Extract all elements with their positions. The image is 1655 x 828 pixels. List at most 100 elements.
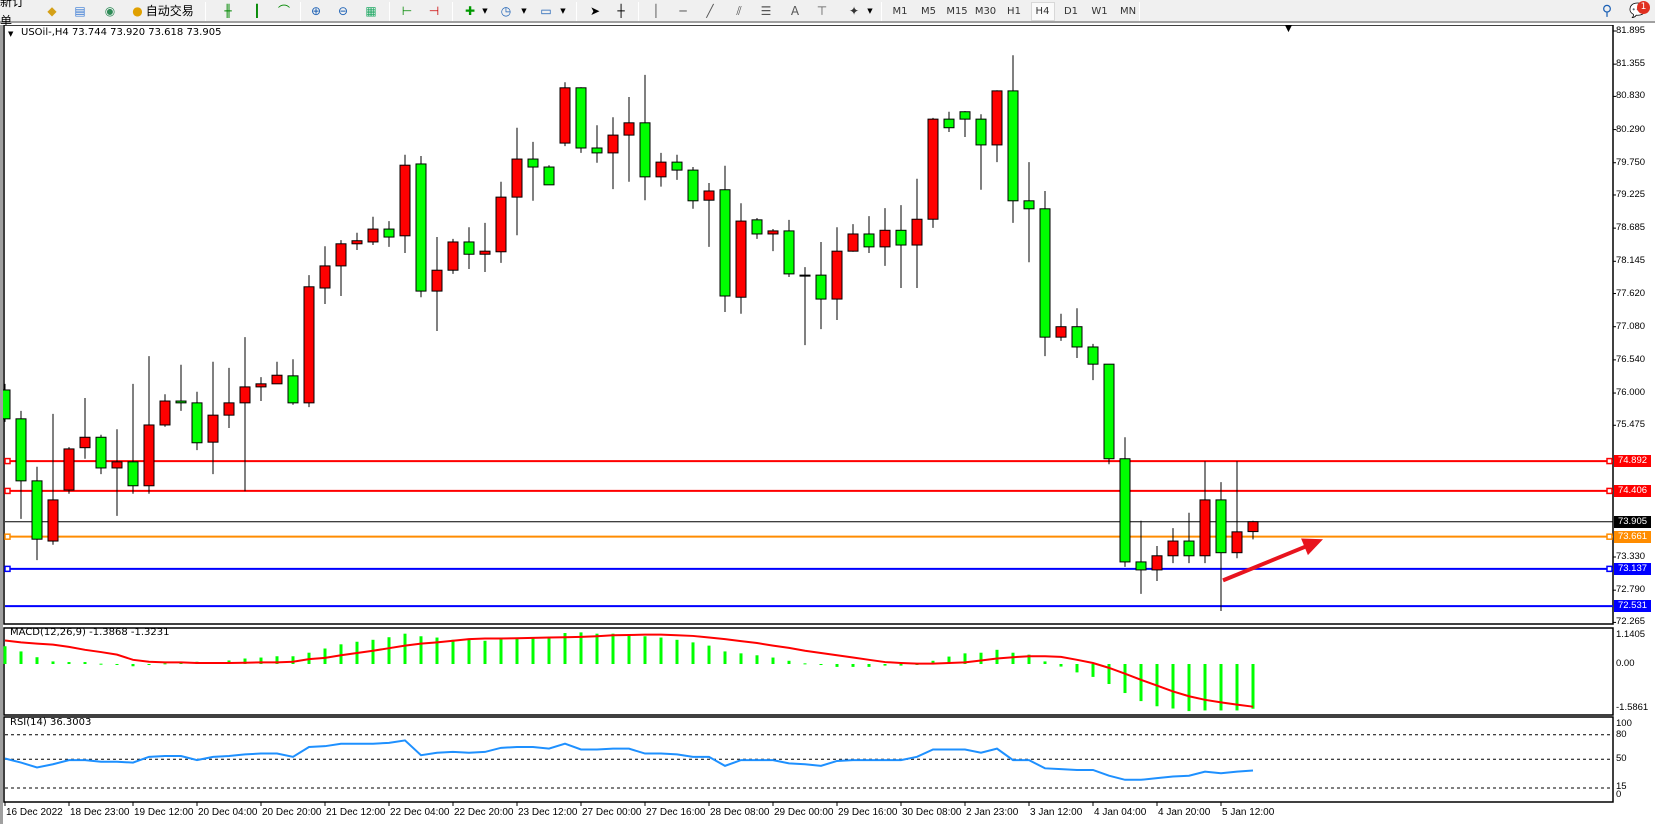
bear-candle[interactable] — [863, 233, 875, 248]
bull-candle[interactable] — [63, 448, 75, 491]
chevron-down-icon[interactable]: ▼ — [560, 7, 566, 15]
bear-candle[interactable] — [15, 418, 27, 482]
bar-chart-icon[interactable]: ╫ — [224, 4, 232, 18]
bull-candle[interactable] — [927, 118, 939, 220]
bear-candle[interactable] — [463, 241, 475, 255]
bear-candle[interactable] — [543, 166, 555, 186]
bear-candle[interactable] — [959, 111, 971, 120]
bull-candle[interactable] — [1167, 540, 1179, 557]
level-handle[interactable] — [4, 487, 11, 495]
bear-candle[interactable] — [175, 400, 187, 404]
timeframe-mn[interactable]: MN — [1119, 6, 1137, 17]
search-icon[interactable]: ⚲ — [1601, 3, 1613, 19]
bull-candle[interactable] — [655, 161, 667, 178]
bear-candle[interactable] — [1119, 458, 1131, 563]
chart-window[interactable]: USOil-,H4 73.744 73.920 73.618 73.905 ▼ … — [0, 24, 1655, 824]
bear-candle[interactable] — [751, 219, 763, 235]
bull-candle[interactable] — [607, 134, 619, 154]
level-handle[interactable] — [4, 565, 11, 573]
bear-candle[interactable] — [0, 389, 11, 420]
bull-candle[interactable] — [223, 402, 235, 416]
bear-candle[interactable] — [287, 375, 299, 404]
bull-candle[interactable] — [335, 243, 347, 267]
vertical-line-icon[interactable]: │ — [652, 4, 660, 18]
bull-candle[interactable] — [367, 228, 379, 243]
bear-candle[interactable] — [1103, 363, 1115, 460]
bear-candle[interactable] — [975, 118, 987, 146]
bear-candle[interactable] — [1023, 200, 1035, 210]
level-handle[interactable] — [1606, 487, 1613, 495]
bull-candle[interactable] — [47, 499, 59, 542]
bear-candle[interactable] — [127, 461, 139, 487]
bear-candle[interactable] — [639, 122, 651, 178]
text-label-icon[interactable]: ⊤ — [816, 4, 828, 18]
chart-shift-icon[interactable]: ⊢ — [401, 4, 413, 18]
server-icon[interactable]: ▤ — [74, 4, 86, 18]
zoom-in-icon[interactable]: ⊕ — [310, 4, 322, 18]
timeframe-m30[interactable]: M30 — [974, 6, 997, 17]
chart-canvas[interactable] — [0, 24, 1655, 824]
bear-candle[interactable] — [895, 229, 907, 246]
bear-candle[interactable] — [1135, 561, 1147, 571]
bull-candle[interactable] — [799, 274, 811, 277]
level-handle[interactable] — [4, 533, 11, 540]
bull-candle[interactable] — [239, 386, 251, 404]
bull-candle[interactable] — [847, 233, 859, 252]
chevron-down-icon[interactable]: ▼ — [482, 7, 488, 15]
bull-candle[interactable] — [303, 286, 315, 404]
signal-icon[interactable]: ◉ — [104, 4, 116, 18]
bull-candle[interactable] — [559, 87, 571, 144]
bull-candle[interactable] — [735, 220, 747, 298]
tile-windows-icon[interactable]: ▦ — [365, 4, 377, 18]
autoscroll-icon[interactable]: ⊣ — [428, 4, 440, 18]
fibonacci-icon[interactable]: ☰ — [760, 4, 772, 18]
bear-candle[interactable] — [575, 87, 587, 149]
bull-candle[interactable] — [111, 461, 123, 469]
bull-candle[interactable] — [399, 164, 411, 237]
trend-arrow-head-icon[interactable] — [1301, 538, 1323, 556]
timeframe-h4[interactable]: H4 — [1030, 2, 1055, 21]
book-icon[interactable]: ◆ — [47, 4, 57, 18]
zoom-out-icon[interactable]: ⊖ — [337, 4, 349, 18]
bull-candle[interactable] — [1151, 555, 1163, 571]
bear-candle[interactable] — [1007, 90, 1019, 202]
horizontal-line-icon[interactable]: ─ — [679, 4, 687, 18]
timeframe-m5[interactable]: M5 — [921, 6, 936, 17]
bear-candle[interactable] — [1087, 346, 1099, 365]
candlestick-icon[interactable]: ┃ — [253, 4, 261, 18]
bear-candle[interactable] — [1215, 499, 1227, 554]
level-handle[interactable] — [1606, 457, 1613, 465]
bear-candle[interactable] — [719, 189, 731, 297]
chevron-down-icon[interactable]: ▼ — [867, 7, 873, 15]
bear-candle[interactable] — [527, 158, 539, 168]
bull-candle[interactable] — [1055, 326, 1067, 338]
bear-candle[interactable] — [687, 169, 699, 202]
channel-icon[interactable]: ⫽ — [736, 4, 742, 18]
bull-candle[interactable] — [495, 196, 507, 253]
bear-candle[interactable] — [95, 436, 107, 469]
bear-candle[interactable] — [943, 118, 955, 129]
bear-candle[interactable] — [383, 228, 395, 238]
bear-candle[interactable] — [671, 161, 683, 171]
trendline-icon[interactable]: ╱ — [706, 4, 714, 18]
bull-candle[interactable] — [911, 218, 923, 246]
chart-menu-triangle-icon[interactable]: ▼ — [8, 30, 14, 38]
bull-candle[interactable] — [207, 414, 219, 443]
level-handle[interactable] — [1606, 565, 1613, 573]
level-handle[interactable] — [4, 457, 11, 465]
timeframe-d1[interactable]: D1 — [1063, 6, 1079, 17]
bear-candle[interactable] — [815, 274, 827, 300]
bull-candle[interactable] — [479, 250, 491, 255]
text-icon[interactable]: A — [786, 2, 804, 21]
bull-candle[interactable] — [767, 230, 779, 235]
bear-candle[interactable] — [783, 230, 795, 275]
bear-candle[interactable] — [31, 480, 43, 540]
bull-candle[interactable] — [623, 122, 635, 136]
bull-candle[interactable] — [879, 229, 891, 248]
periods-icon[interactable]: ◷ — [500, 4, 512, 18]
line-chart-icon[interactable]: ⌒ — [277, 4, 290, 18]
bear-candle[interactable] — [1071, 326, 1083, 348]
bull-candle[interactable] — [431, 269, 443, 292]
bull-candle[interactable] — [447, 241, 459, 271]
bear-candle[interactable] — [191, 402, 203, 444]
